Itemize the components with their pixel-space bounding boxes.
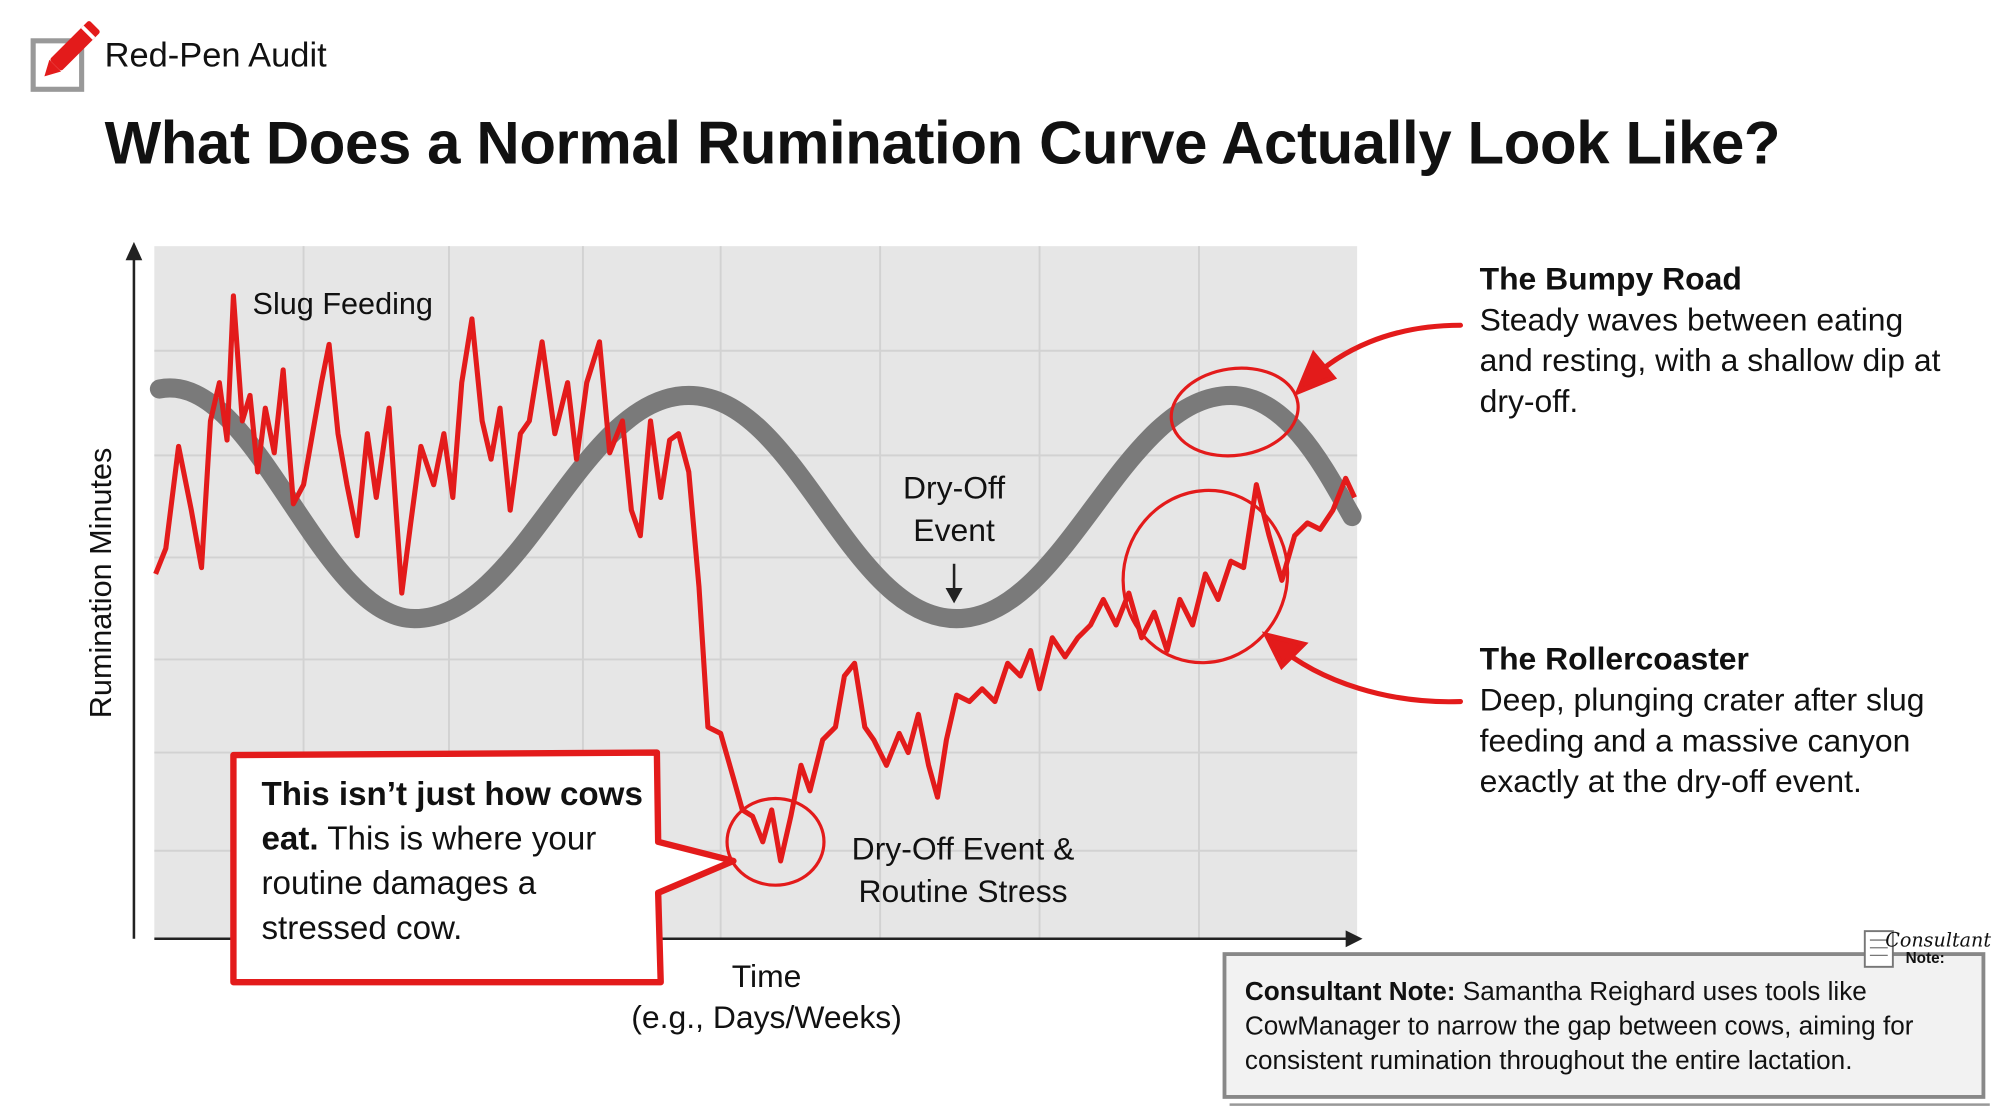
callout-box [230, 749, 737, 986]
note-paper-icon [1863, 930, 1894, 968]
consultant-note-body: Samantha Reighard uses tools like CowMan… [1244, 977, 1914, 1076]
slug-feeding-label: Slug Feeding [252, 286, 433, 322]
brand-name: Red-Pen Audit [104, 35, 327, 74]
rollercoaster-title: The Rollercoaster [1479, 641, 1749, 678]
arrow-to-rollercoaster [1261, 631, 1464, 705]
rollercoaster-body: Deep, plunging crater after slug feeding… [1479, 682, 1925, 800]
x-label-line2: (e.g., Days/Weeks) [631, 999, 902, 1036]
crater-circle [725, 796, 826, 887]
rollercoaster-section: The Rollercoaster Deep, plunging crater … [1480, 639, 1939, 802]
dry-off-arrow-icon [945, 563, 963, 604]
consultant-note-box [1222, 930, 1990, 1106]
pencil-edit-icon [30, 21, 100, 92]
erratic-rumination-curve [153, 293, 1357, 864]
bumpy-road-title: The Bumpy Road [1479, 261, 1742, 298]
headline: What Does a Normal Rumination Curve Actu… [104, 108, 1781, 177]
stress-line2: Routine Stress [858, 873, 1068, 910]
routine-stress-label: Dry-Off Event & Routine Stress [804, 829, 1123, 913]
stress-line1: Dry-Off Event & [851, 831, 1075, 868]
x-axis-label: Time (e.g., Days/Weeks) [587, 957, 947, 1039]
highlight-circles [725, 366, 1300, 887]
consultant-note-tag: Consultant Note: [1885, 928, 1992, 967]
dry-off-event-label: Dry-Off Event [852, 468, 1056, 552]
consultant-note-text: Consultant Note: Samantha Reighard uses … [1245, 974, 1978, 1077]
y-axis-label: Rumination Minutes [84, 447, 119, 719]
tag-line1: Consultant [1885, 928, 1992, 952]
dry-off-line1: Dry-Off [903, 470, 1006, 507]
arrow-to-bumpy-road [1293, 322, 1464, 397]
bumpy-road-body: Steady waves between eating and resting,… [1479, 302, 1941, 420]
x-label-line1: Time [731, 959, 802, 995]
smooth-rumination-curve [149, 378, 1362, 629]
dry-off-line2: Event [913, 512, 995, 549]
rollercoaster-circle [1121, 488, 1290, 665]
y-axis [125, 241, 143, 939]
callout-text: This isn’t just how cows eat. This is wh… [261, 772, 656, 951]
consultant-note-label: Consultant Note: [1244, 977, 1456, 1007]
callout-rest: This is where your routine damages a str… [261, 818, 597, 947]
callout-bold: This isn’t just how cows eat. [261, 774, 643, 858]
tag-line2: Note: [1905, 948, 1945, 967]
bumpy-peak-circle [1169, 366, 1300, 458]
bumpy-road-section: The Bumpy Road Steady waves between eati… [1480, 259, 1965, 422]
